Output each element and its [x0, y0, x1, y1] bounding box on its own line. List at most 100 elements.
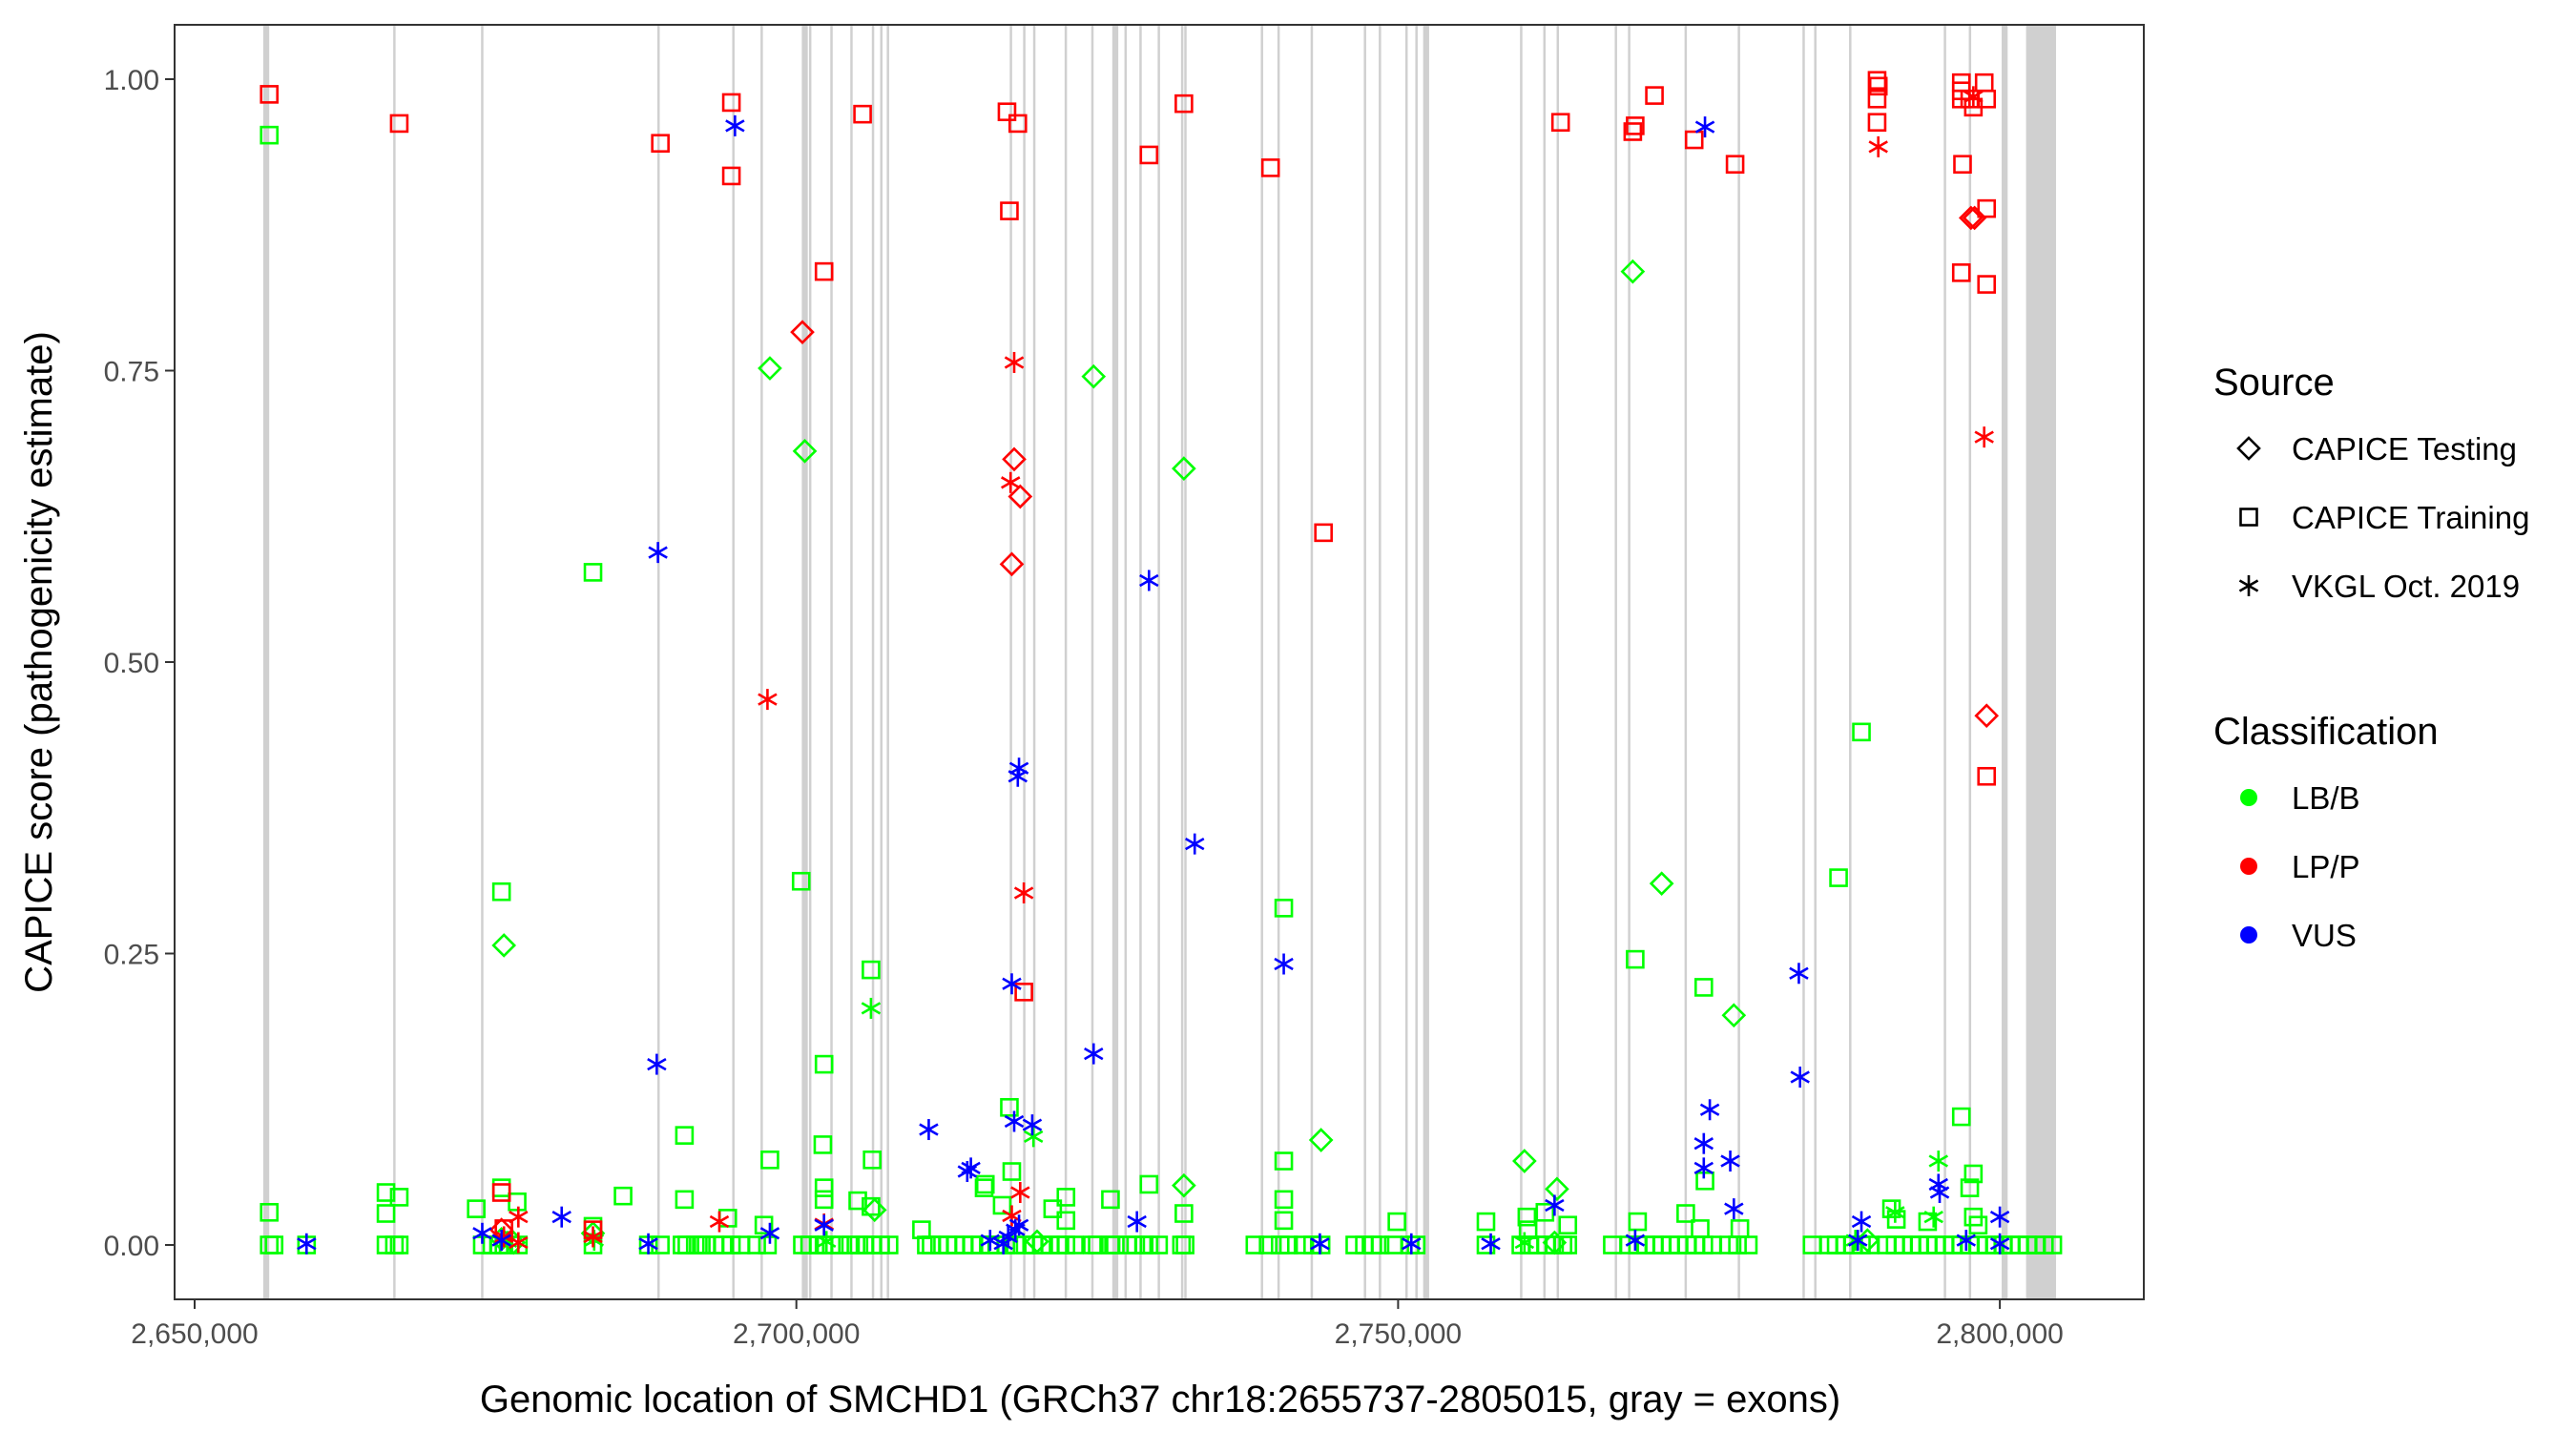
- exon-band: [1943, 26, 1946, 1298]
- point-vkgl-vus: [1625, 1230, 1646, 1252]
- point-testing-lb-b: [1542, 1230, 1568, 1255]
- point-vkgl-vus: [638, 1233, 658, 1255]
- point-training-lp-p: [1951, 263, 1971, 282]
- exon-band: [1404, 26, 1408, 1298]
- exon-band: [808, 26, 812, 1298]
- point-training-lb-b: [1960, 1178, 1980, 1197]
- point-training-lb-b: [1691, 1219, 1710, 1238]
- point-training-lb-b: [1730, 1219, 1750, 1238]
- point-testing-lb-b: [792, 438, 818, 464]
- point-training-lp-p: [1000, 201, 1019, 220]
- exon-band: [880, 26, 883, 1298]
- point-vkgl-vus: [1693, 1132, 1714, 1154]
- point-training-lb-b: [1676, 1204, 1695, 1223]
- point-training-lp-p: [1008, 114, 1028, 134]
- point-vkgl-vus: [647, 1053, 667, 1075]
- point-vkgl-vus: [1008, 1214, 1029, 1236]
- legend-source-label: VKGL Oct. 2019: [2292, 569, 2520, 604]
- point-vkgl-vus: [1002, 973, 1022, 995]
- point-vkgl-lp-p: [509, 1232, 529, 1254]
- point-training-lb-b: [1056, 1188, 1076, 1207]
- exon-band: [1802, 26, 1805, 1298]
- point-training-lb-b: [1274, 1190, 1294, 1210]
- legend-color-dot-icon: [2240, 858, 2257, 875]
- point-training-lb-b: [1693, 978, 1714, 997]
- y-axis-title: CAPICE score (pathogenicity estimate): [18, 331, 60, 993]
- point-testing-lb-b: [862, 1197, 887, 1223]
- exon-band: [1684, 26, 1688, 1298]
- point-training-lp-p: [1977, 275, 1997, 294]
- legend-diamond-icon: [2236, 436, 2261, 461]
- point-training-lb-b: [1518, 1220, 1538, 1239]
- point-training-lp-p: [1623, 122, 1643, 141]
- x-tick-label: 2,650,000: [131, 1318, 258, 1350]
- exon-band: [1184, 26, 1187, 1298]
- exon-band: [393, 26, 396, 1298]
- point-testing-lb-b: [1172, 456, 1196, 481]
- point-training-lb-b: [862, 1196, 881, 1216]
- point-vkgl-vus: [1724, 1198, 1744, 1220]
- point-vkgl-vus: [297, 1233, 317, 1255]
- legend-color-dot-icon: [2240, 926, 2257, 944]
- exon-band: [760, 26, 763, 1298]
- exon-band: [1556, 26, 1560, 1298]
- point-testing-lb-b: [758, 356, 782, 381]
- point-testing-lp-p: [1962, 205, 1987, 231]
- point-training-lb-b: [1056, 1211, 1076, 1231]
- exon-band: [262, 26, 270, 1298]
- point-training-lb-b: [862, 960, 881, 980]
- point-vkgl-lb-b: [861, 997, 882, 1019]
- point-training-lb-b: [613, 1186, 633, 1206]
- point-training-lb-b: [814, 1054, 834, 1074]
- exon-band: [1968, 26, 1972, 1298]
- point-testing-lb-b: [1649, 871, 1674, 897]
- point-training-lb-b: [1175, 1235, 1195, 1255]
- point-training-lp-p: [1684, 130, 1704, 150]
- point-training-lb-b: [1088, 1235, 1107, 1255]
- y-tick-label: 1.00: [104, 65, 159, 96]
- exon-band: [1277, 26, 1280, 1298]
- point-vkgl-lp-p: [1001, 471, 1021, 493]
- point-training-lb-b: [1139, 1174, 1159, 1194]
- data-points: [260, 71, 2063, 1255]
- exon-band: [1423, 26, 1429, 1298]
- point-vkgl-vus: [1720, 1151, 1740, 1172]
- exon-band: [1520, 26, 1523, 1298]
- exon-band: [657, 26, 660, 1298]
- point-vkgl-vus: [1699, 1099, 1720, 1121]
- exon-band: [850, 26, 853, 1298]
- point-vkgl-vus: [1851, 1211, 1872, 1233]
- exon-band: [830, 26, 833, 1298]
- point-training-lp-p: [651, 134, 670, 154]
- point-training-lb-b: [1951, 1107, 1971, 1127]
- point-training-lb-b: [675, 1126, 695, 1145]
- point-vkgl-vus: [980, 1230, 1001, 1252]
- exon-band: [871, 26, 875, 1298]
- point-vkgl-vus: [472, 1222, 492, 1244]
- point-testing-lp-p: [999, 551, 1025, 577]
- point-training-lb-b: [912, 1220, 931, 1239]
- point-training-lb-b: [754, 1215, 774, 1235]
- point-training-lp-p: [1953, 155, 1972, 175]
- point-training-lb-b: [1852, 722, 1871, 742]
- exon-band: [1180, 26, 1184, 1298]
- point-training-lb-b: [1002, 1162, 1022, 1181]
- point-training-lb-b: [721, 1235, 741, 1255]
- x-tick-label: 2,700,000: [733, 1318, 860, 1350]
- point-training-lp-p: [1014, 983, 1033, 1002]
- exon-band: [1032, 26, 1036, 1298]
- point-vkgl-lb-b: [1514, 1232, 1535, 1254]
- point-training-lb-b: [1535, 1202, 1555, 1222]
- point-training-lb-b: [1101, 1190, 1120, 1210]
- exon-band: [1139, 26, 1142, 1298]
- point-training-lb-b: [1106, 1235, 1125, 1255]
- exon-band: [1064, 26, 1068, 1298]
- point-training-lb-b: [389, 1188, 409, 1207]
- point-vkgl-vus: [1693, 1157, 1714, 1179]
- y-tick-label: 0.75: [104, 357, 159, 388]
- point-training-lb-b: [2043, 1235, 2063, 1255]
- point-training-lp-p: [814, 261, 834, 281]
- point-training-lb-b: [1000, 1098, 1019, 1117]
- exon-band: [1628, 26, 1631, 1298]
